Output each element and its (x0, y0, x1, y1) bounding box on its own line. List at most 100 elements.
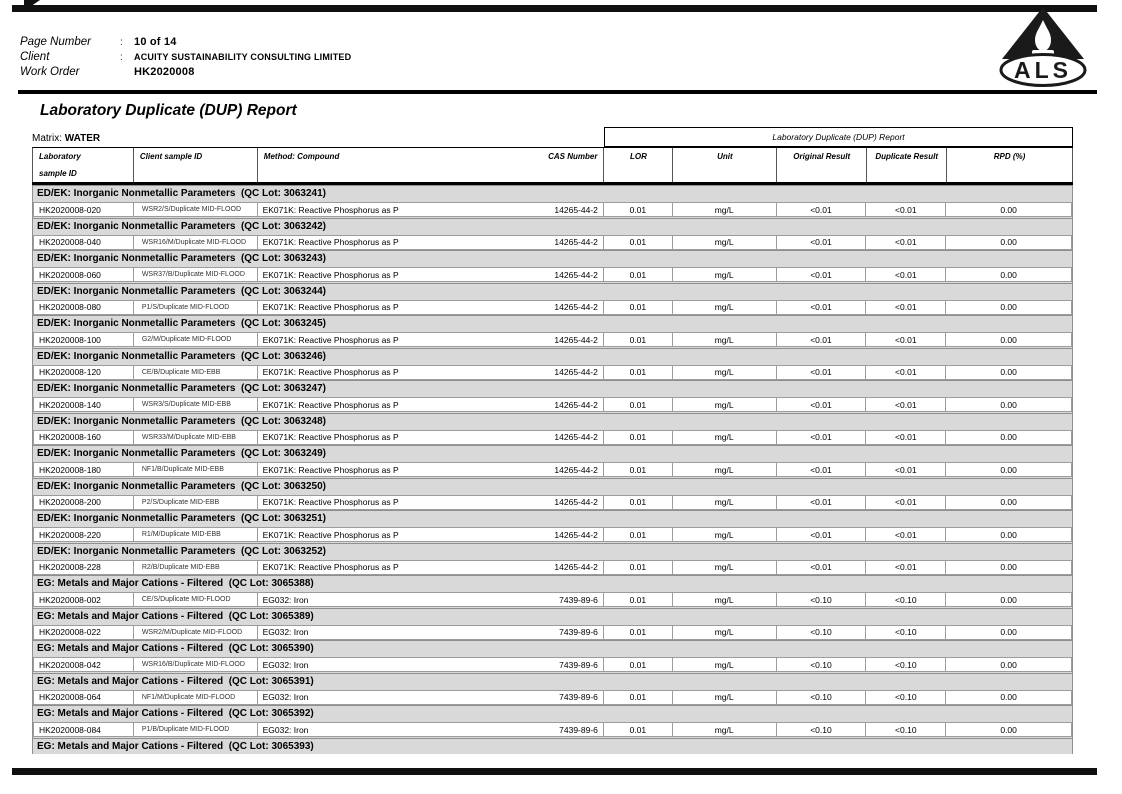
client-sample-id-cell: WSR16/B/Duplicate MID-FLOOD (133, 657, 258, 672)
section-header: ED/EK: Inorganic Nonmetallic Parameters … (32, 282, 1073, 299)
col-header-method: Method: Compound (263, 152, 340, 161)
lor-cell: 0.01 (603, 722, 673, 737)
page-title: Laboratory Duplicate (DUP) Report (40, 102, 297, 119)
unit-cell: mg/L (672, 527, 777, 542)
unit-cell: mg/L (672, 234, 777, 250)
col-header-original-result: Original Result (777, 148, 868, 182)
cas-number: 14265-44-2 (554, 367, 598, 377)
unit-cell: mg/L (672, 494, 777, 510)
cas-number: 14265-44-2 (554, 562, 598, 572)
original-result-cell: <0.01 (776, 429, 867, 445)
client-sample-id-cell: P1/S/Duplicate MID-FLOOD (133, 299, 258, 315)
duplicate-result-cell: <0.01 (866, 462, 947, 477)
method-compound: EK071K: Reactive Phosphorus as P (262, 432, 399, 442)
duplicate-result-cell: <0.10 (866, 657, 947, 672)
lab-sample-id-cell: HK2020008-020 (33, 202, 134, 217)
lor-cell: 0.01 (603, 624, 673, 640)
rpd-cell: 0.00 (946, 299, 1072, 315)
client-sample-id-cell: WSR37/B/Duplicate MID-FLOOD (133, 267, 258, 282)
section-header: EG: Metals and Major Cations - Filtered … (32, 705, 1073, 721)
client-sample-id-cell: CE/S/Duplicate MID-FLOOD (133, 592, 258, 607)
matrix-label: Matrix: (32, 133, 62, 144)
cas-number: 7439-89-6 (559, 659, 598, 670)
original-result-cell: <0.01 (776, 559, 867, 575)
section-header: ED/EK: Inorganic Nonmetallic Parameters … (32, 510, 1073, 526)
duplicate-result-cell: <0.01 (866, 527, 947, 542)
method-cell: EK071K: Reactive Phosphorus as P 14265-44… (257, 332, 604, 347)
table-row: HK2020008-080 P1/S/Duplicate MID-FLOOD EK0… (32, 298, 1073, 315)
duplicate-result-cell: <0.10 (866, 722, 947, 737)
method-compound: EK071K: Reactive Phosphorus as P (262, 204, 399, 215)
unit-cell: mg/L (672, 267, 777, 282)
cas-number: 7439-89-6 (559, 692, 598, 702)
duplicate-result-cell: <0.01 (866, 429, 947, 445)
method-compound: EK071K: Reactive Phosphorus as P (262, 269, 399, 280)
lor-cell: 0.01 (603, 527, 673, 542)
header-rule (18, 90, 1097, 94)
method-compound: EK071K: Reactive Phosphorus as P (262, 399, 399, 410)
cas-number: 14265-44-2 (554, 497, 598, 507)
original-result-cell: <0.10 (776, 624, 867, 640)
rpd-cell: 0.00 (946, 267, 1072, 282)
rpd-cell: 0.00 (946, 202, 1072, 217)
section-header: ED/EK: Inorganic Nonmetallic Parameters … (32, 315, 1073, 331)
span-header: Laboratory Duplicate (DUP) Report (604, 127, 1073, 147)
table-row: HK2020008-140 WSR3/S/Duplicate MID-EBB EK0… (32, 396, 1073, 413)
lab-sample-id-cell: HK2020008-228 (33, 559, 134, 575)
cas-number: 7439-89-6 (559, 724, 598, 735)
table-row: HK2020008-022 WSR2/M/Duplicate MID-FLOOD E… (32, 623, 1073, 640)
duplicate-result-cell: <0.10 (866, 689, 947, 705)
client-label: Client (20, 51, 50, 63)
original-result-cell: <0.01 (776, 202, 867, 217)
section-header: EG: Metals and Major Cations - Filtered … (32, 575, 1073, 591)
lab-sample-id-cell: HK2020008-180 (33, 462, 134, 477)
duplicate-result-cell: <0.01 (866, 332, 947, 347)
client-sample-id-cell: P2/S/Duplicate MID-EBB (133, 494, 258, 510)
report-header: Page Number : 10 of 14 Client : ACUITY S… (20, 36, 351, 81)
table-row: HK2020008-200 P2/S/Duplicate MID-EBB EK071… (32, 493, 1073, 510)
unit-cell: mg/L (672, 689, 777, 705)
table-row: HK2020008-120 CE/B/Duplicate MID-EBB EK071… (32, 363, 1073, 380)
duplicate-result-cell: <0.01 (866, 202, 947, 217)
section-header: EG: Metals and Major Cations - Filtered … (32, 640, 1073, 656)
lor-cell: 0.01 (603, 332, 673, 347)
lab-sample-id-cell: HK2020008-022 (33, 624, 134, 640)
client-sample-id-cell: WSR16/M/Duplicate MID-FLOOD (133, 234, 258, 250)
lor-cell: 0.01 (603, 234, 673, 250)
section-header: ED/EK: Inorganic Nonmetallic Parameters … (32, 412, 1073, 429)
rpd-cell: 0.00 (946, 364, 1072, 380)
method-cell: EK071K: Reactive Phosphorus as P 14265-44… (257, 364, 604, 380)
cas-number: 14265-44-2 (554, 237, 598, 247)
lab-sample-id-cell: HK2020008-080 (33, 299, 134, 315)
lor-cell: 0.01 (603, 397, 673, 412)
original-result-cell: <0.10 (776, 722, 867, 737)
rpd-cell: 0.00 (946, 722, 1072, 737)
section-header: EG: Metals and Major Cations - Filtered … (32, 607, 1073, 624)
lab-sample-id-cell: HK2020008-100 (33, 332, 134, 347)
method-compound: EK071K: Reactive Phosphorus as P (262, 464, 399, 475)
col-header-rpd: RPD (%) (947, 148, 1073, 182)
client-sample-id-cell: CE/B/Duplicate MID-EBB (133, 364, 258, 380)
lab-sample-id-cell: HK2020008-002 (33, 592, 134, 607)
rpd-cell: 0.00 (946, 234, 1072, 250)
original-result-cell: <0.01 (776, 332, 867, 347)
cas-number: 7439-89-6 (559, 627, 598, 637)
method-cell: EG032: Iron 7439-89-6 (257, 722, 604, 737)
separator: : (120, 52, 123, 63)
method-cell: EG032: Iron 7439-89-6 (257, 592, 604, 607)
lab-sample-id-cell: HK2020008-042 (33, 657, 134, 672)
table-row: HK2020008-180 NF1/B/Duplicate MID-EBB EK07… (32, 461, 1073, 478)
col-header-line1: Laboratory (39, 152, 81, 161)
method-cell: EK071K: Reactive Phosphorus as P 14265-44… (257, 527, 604, 542)
method-compound: EK071K: Reactive Phosphorus as P (262, 529, 399, 540)
lor-cell: 0.01 (603, 299, 673, 315)
table-row: HK2020008-220 R1/M/Duplicate MID-EBB EK071… (32, 526, 1073, 543)
original-result-cell: <0.01 (776, 494, 867, 510)
lab-sample-id-cell: HK2020008-220 (33, 527, 134, 542)
section-header: ED/EK: Inorganic Nonmetallic Parameters … (32, 217, 1073, 234)
work-order-value: HK2020008 (134, 66, 195, 78)
method-cell: EK071K: Reactive Phosphorus as P 14265-44… (257, 462, 604, 477)
bottom-rule (12, 768, 1097, 775)
duplicate-result-cell: <0.10 (866, 624, 947, 640)
